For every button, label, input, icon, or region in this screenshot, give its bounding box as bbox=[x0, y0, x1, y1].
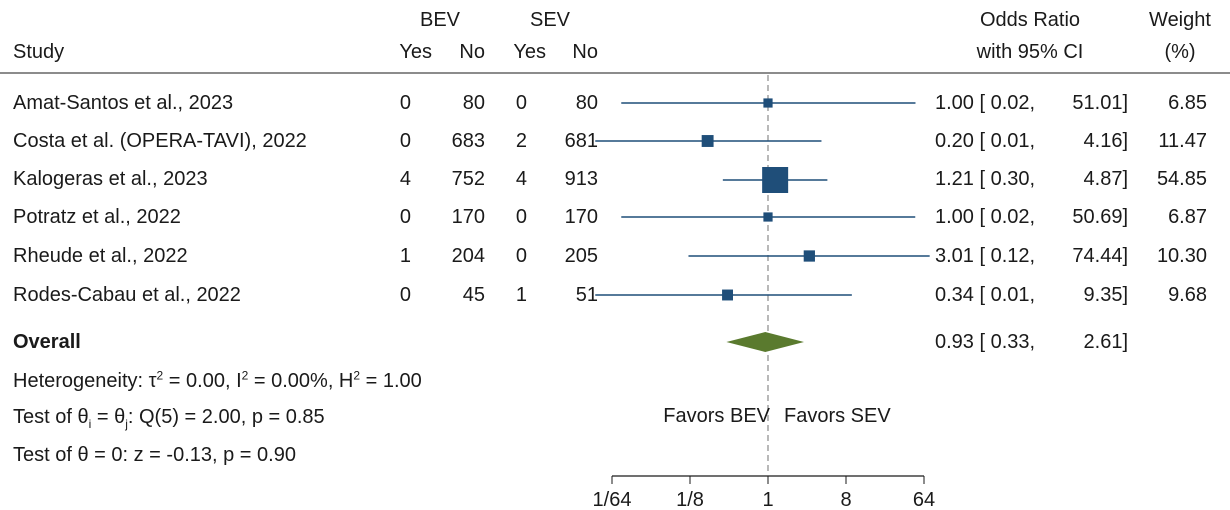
row-study: Costa et al. (OPERA-TAVI), 2022 bbox=[13, 130, 307, 152]
header-bev-no: No bbox=[459, 41, 485, 63]
row-sev-no: 170 bbox=[564, 206, 598, 228]
row-bev-no: 683 bbox=[451, 130, 485, 152]
x-tick-label: 64 bbox=[913, 489, 935, 510]
row-bev-no: 752 bbox=[451, 168, 485, 190]
row-study: Rheude et al., 2022 bbox=[13, 245, 188, 267]
row-or-ci: 0.20 [ 0.01, bbox=[935, 130, 1036, 152]
row-sev-yes: 0 bbox=[515, 92, 527, 114]
row-or-hi: 9.35] bbox=[1083, 284, 1128, 306]
x-tick-label: 1/64 bbox=[593, 489, 632, 510]
study-marker bbox=[763, 98, 773, 108]
header-sev: SEV bbox=[529, 9, 571, 31]
test-zero-text: Test of θ = 0: z = -0.13, p = 0.90 bbox=[13, 444, 296, 466]
row-weight: 9.68 bbox=[1168, 284, 1207, 306]
header-or-line1: Odds Ratio bbox=[979, 9, 1081, 31]
row-sev-no: 80 bbox=[575, 92, 598, 114]
row-or-hi: 4.16] bbox=[1083, 130, 1128, 152]
row-bev-yes: 0 bbox=[399, 130, 411, 152]
row-sev-no: 913 bbox=[564, 168, 598, 190]
study-marker bbox=[762, 167, 789, 193]
header-bev-yes: Yes bbox=[399, 41, 432, 63]
study-marker bbox=[722, 289, 733, 301]
row-or-ci: 1.21 [ 0.30, bbox=[935, 168, 1036, 190]
row-sev-no: 205 bbox=[564, 245, 598, 267]
x-tick-label: 1/8 bbox=[676, 489, 704, 510]
row-sev-yes: 2 bbox=[515, 130, 527, 152]
row-bev-yes: 0 bbox=[399, 92, 411, 114]
overall-diamond bbox=[726, 332, 804, 352]
row-or-ci: 0.34 [ 0.01, bbox=[935, 284, 1036, 306]
row-or-hi: 50.69] bbox=[1072, 206, 1128, 228]
row-weight: 10.30 bbox=[1156, 245, 1207, 267]
row-weight: 6.85 bbox=[1168, 92, 1207, 114]
row-bev-yes: 0 bbox=[399, 206, 411, 228]
row-bev-no: 170 bbox=[451, 206, 485, 228]
study-marker bbox=[763, 212, 773, 222]
study-marker bbox=[701, 135, 714, 147]
header-bev: BEV bbox=[419, 9, 461, 31]
header-or-line2: with 95% CI bbox=[976, 41, 1084, 63]
row-or-ci: 1.00 [ 0.02, bbox=[935, 206, 1036, 228]
test-equal-text: Test of θi = θj: Q(5) = 2.00, p = 0.85 bbox=[13, 406, 325, 431]
heterogeneity-text: Heterogeneity: τ2 = 0.00, I2 = 0.00%, H2… bbox=[13, 368, 422, 392]
row-study: Kalogeras et al., 2023 bbox=[13, 168, 208, 190]
study-marker bbox=[803, 250, 815, 262]
row-bev-no: 80 bbox=[462, 92, 485, 114]
row-sev-no: 51 bbox=[575, 284, 598, 306]
overall-or: 0.93 [ 0.33, bbox=[935, 331, 1036, 353]
header-weight-line2: (%) bbox=[1164, 41, 1196, 63]
row-sev-yes: 0 bbox=[515, 206, 527, 228]
header-study: Study bbox=[13, 41, 65, 63]
header-sev-no: No bbox=[572, 41, 598, 63]
row-sev-yes: 4 bbox=[515, 168, 527, 190]
row-bev-yes: 0 bbox=[399, 284, 411, 306]
row-study: Amat-Santos et al., 2023 bbox=[13, 92, 234, 114]
overall-hi: 2.61] bbox=[1083, 331, 1128, 353]
favors-left: Favors BEV bbox=[663, 405, 770, 427]
favors-right: Favors SEV bbox=[784, 405, 891, 427]
row-or-ci: 1.00 [ 0.02, bbox=[935, 92, 1036, 114]
row-bev-no: 204 bbox=[451, 245, 485, 267]
row-bev-yes: 1 bbox=[399, 245, 411, 267]
x-tick-label: 8 bbox=[840, 489, 851, 510]
row-or-hi: 74.44] bbox=[1072, 245, 1128, 267]
row-weight: 54.85 bbox=[1156, 168, 1207, 190]
row-or-hi: 51.01] bbox=[1072, 92, 1128, 114]
row-study: Potratz et al., 2022 bbox=[13, 206, 181, 228]
header-sev-yes: Yes bbox=[513, 41, 546, 63]
row-sev-yes: 1 bbox=[515, 284, 527, 306]
row-study: Rodes-Cabau et al., 2022 bbox=[13, 284, 241, 306]
header-weight-line1: Weight bbox=[1149, 9, 1211, 31]
row-sev-no: 681 bbox=[564, 130, 598, 152]
row-or-hi: 4.87] bbox=[1083, 168, 1128, 190]
row-sev-yes: 0 bbox=[515, 245, 527, 267]
row-bev-yes: 4 bbox=[399, 168, 411, 190]
row-weight: 11.47 bbox=[1158, 130, 1207, 152]
row-or-ci: 3.01 [ 0.12, bbox=[935, 245, 1036, 267]
x-tick-label: 1 bbox=[762, 489, 773, 510]
row-bev-no: 45 bbox=[462, 284, 485, 306]
row-weight: 6.87 bbox=[1168, 206, 1207, 228]
overall-label: Overall bbox=[13, 331, 81, 353]
